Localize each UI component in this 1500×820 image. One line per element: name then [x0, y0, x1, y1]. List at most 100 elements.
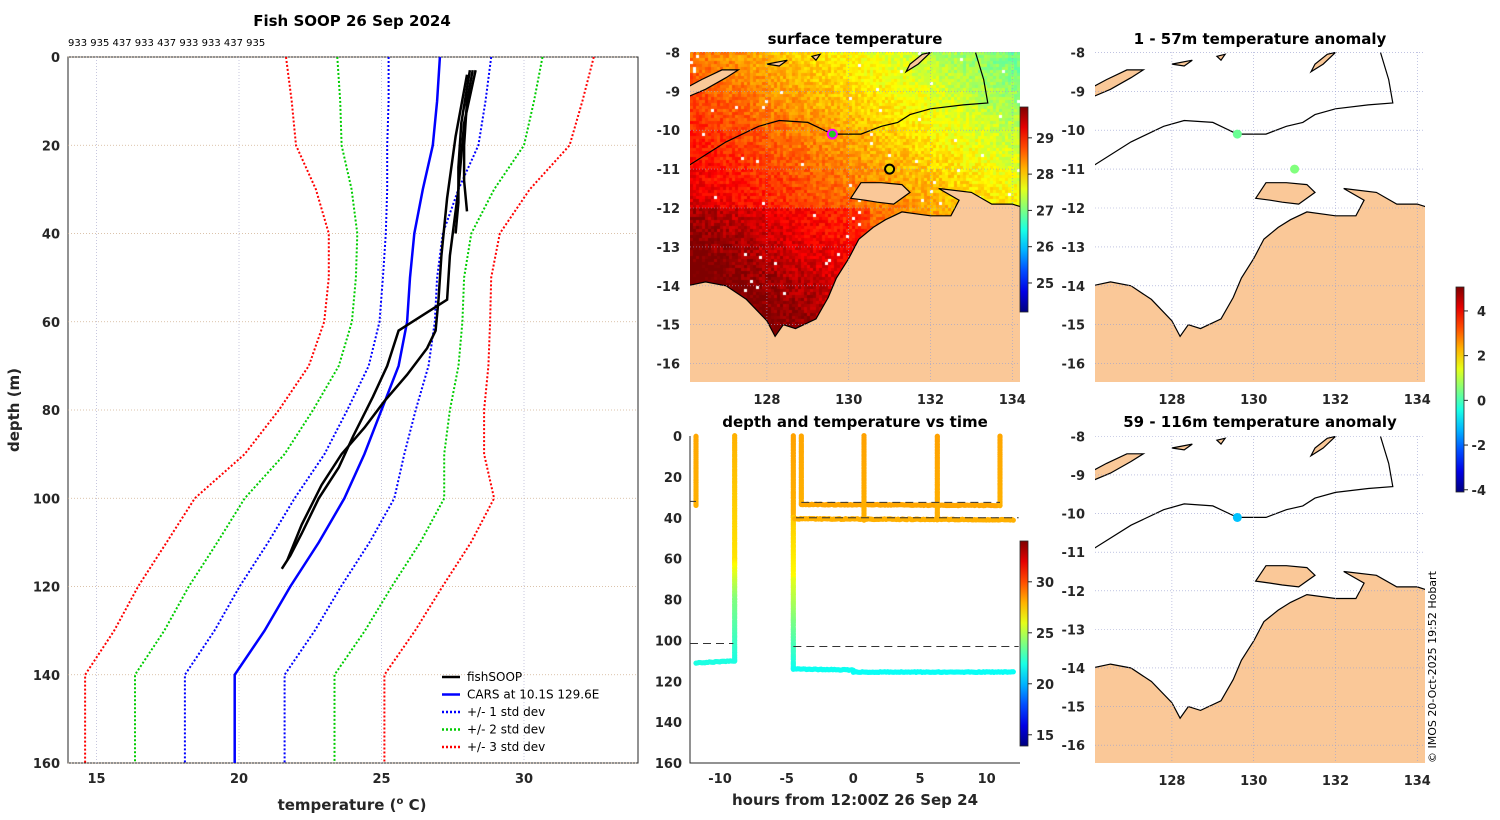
anom-upper-lat-label: -10	[1062, 124, 1086, 139]
anom-lower-lon-label: 132	[1322, 774, 1349, 789]
figure-title: Fish SOOP 26 Sep 2024	[253, 12, 451, 30]
sst-lat-label: -11	[657, 163, 681, 178]
anomaly-point	[1233, 513, 1242, 522]
profile-ytick-label: 100	[33, 492, 60, 507]
legend-label: +/- 1 std dev	[467, 705, 545, 719]
profile-xtick-label: 20	[230, 772, 248, 787]
sst-lat-label: -16	[657, 358, 681, 373]
anom-upper-lat-label: -9	[1071, 85, 1085, 100]
time-xtick-label: -10	[708, 772, 732, 787]
anomaly-colorbar-tick-label: 4	[1477, 305, 1486, 320]
time-ytick-label: 20	[664, 471, 682, 486]
anom-upper-lat-label: -13	[1062, 241, 1086, 256]
anomaly-colorbar	[1456, 287, 1464, 492]
time-colorbar-tick-label: 25	[1036, 627, 1054, 642]
temperature-point	[732, 658, 737, 663]
anom-lower-lon-label: 134	[1404, 774, 1431, 789]
time-ytick-label: 80	[664, 594, 682, 609]
temperature-point	[1011, 669, 1016, 674]
temperature-point	[997, 503, 1002, 508]
sst-lon-label: 130	[835, 393, 862, 408]
sst-lat-label: -8	[666, 46, 680, 61]
legend-label: +/- 3 std dev	[467, 740, 545, 754]
sst-marker	[828, 130, 837, 139]
time-ytick-label: 100	[655, 634, 682, 649]
anom-lower-lat-label: -9	[1071, 469, 1085, 484]
time-depth-title: depth and temperature vs time	[722, 413, 988, 431]
anom-upper-lat-label: -8	[1071, 46, 1085, 61]
anom-lower-lat-label: -15	[1062, 701, 1086, 716]
anomaly-point	[1233, 130, 1242, 139]
sst-colorbar-tick-label: 25	[1036, 277, 1054, 292]
time-colorbar-tick-label: 20	[1036, 678, 1054, 693]
profile-ytick-label: 80	[42, 404, 60, 419]
time-depth-axes	[690, 436, 1020, 763]
sst-title: surface temperature	[768, 30, 943, 48]
anom-upper-map	[1092, 52, 1446, 387]
time-ytick-label: 140	[655, 716, 682, 731]
land	[851, 183, 910, 204]
sst-colorbar-tick-label: 26	[1036, 241, 1054, 256]
sst-lat-label: -10	[657, 124, 681, 139]
anom-upper-lon-label: 128	[1158, 393, 1185, 408]
sst-lon-label: 134	[999, 393, 1026, 408]
anomaly-colorbar-tick-label: -4	[1472, 484, 1486, 499]
temperature-point	[861, 518, 866, 523]
anom-lower-lat-label: -12	[1062, 585, 1086, 600]
legend-label: CARS at 10.1S 129.6E	[467, 688, 599, 702]
instrument-ids: 933 935 437 933 437 933 933 437 935	[68, 38, 265, 49]
sst-colorbar	[1020, 107, 1028, 312]
profile-ylabel: depth (m)	[5, 368, 23, 452]
land	[812, 54, 820, 60]
time-xtick-label: 0	[849, 772, 858, 787]
sst-lat-label: -13	[657, 241, 681, 256]
time-ytick-label: 160	[655, 757, 682, 772]
sst-colorbar-tick-label: 29	[1036, 132, 1054, 147]
land	[687, 189, 1041, 387]
time-ytick-label: 40	[664, 512, 682, 527]
time-xtick-label: 5	[915, 772, 924, 787]
anom-upper-lat-label: -14	[1062, 280, 1086, 295]
credit-text: © IMOS 20-Oct-2025 19:52 Hobart	[1426, 570, 1439, 763]
temperature-point	[1011, 518, 1016, 523]
time-xtick-label: -5	[779, 772, 793, 787]
sst-marker	[885, 165, 894, 174]
anom-lower-lat-label: -14	[1062, 662, 1086, 677]
anom-lower-lat-label: -10	[1062, 508, 1086, 523]
anom-upper-lon-label: 132	[1322, 393, 1349, 408]
time-ytick-label: 60	[664, 553, 682, 568]
profile-ytick-label: 20	[42, 139, 60, 154]
land	[767, 60, 787, 66]
anom-upper-title: 1 - 57m temperature anomaly	[1134, 30, 1387, 48]
profile-ytick-label: 0	[51, 51, 60, 66]
sst-lat-label: -9	[666, 85, 680, 100]
anom-upper-lat-label: -12	[1062, 202, 1086, 217]
anom-lower-title: 59 - 116m temperature anomaly	[1123, 413, 1397, 431]
figure: Fish SOOP 26 Sep 2024 933 935 437 933 43…	[0, 0, 1500, 820]
anom-upper-lon-label: 130	[1240, 393, 1267, 408]
xlabel-prefix: temperature (	[278, 796, 397, 814]
profile-xtick-label: 25	[372, 772, 390, 787]
anom-lower-map	[1092, 436, 1446, 768]
profile-ytick-label: 120	[33, 581, 60, 596]
anom-lower-lat-label: -8	[1071, 430, 1085, 445]
anomaly-colorbar-tick-label: 0	[1477, 394, 1486, 409]
temperature-point	[693, 503, 698, 508]
sst-lat-label: -14	[657, 280, 681, 295]
anomaly-point	[1290, 165, 1299, 174]
sst-map	[687, 52, 1041, 387]
anomaly-colorbar-tick-label: -2	[1472, 439, 1486, 454]
profile-xtick-label: 15	[87, 772, 105, 787]
sst-lon-label: 132	[917, 393, 944, 408]
profile-xlabel: temperature (o C)	[278, 796, 427, 814]
profile-ytick-label: 160	[33, 757, 60, 772]
anom-lower-lon-label: 130	[1240, 774, 1267, 789]
profile-xtick-label: 30	[515, 772, 533, 787]
sst-colorbar-tick-label: 28	[1036, 168, 1054, 183]
time-depth-xlabel: hours from 12:00Z 26 Sep 24	[732, 791, 978, 809]
sst-lat-label: -15	[657, 319, 681, 334]
land	[906, 52, 931, 71]
anom-lower-lat-label: -16	[1062, 739, 1086, 754]
time-colorbar	[1020, 541, 1028, 746]
time-colorbar-tick-label: 30	[1036, 576, 1054, 591]
